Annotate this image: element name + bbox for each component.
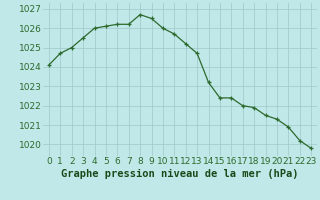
X-axis label: Graphe pression niveau de la mer (hPa): Graphe pression niveau de la mer (hPa)	[61, 169, 299, 179]
